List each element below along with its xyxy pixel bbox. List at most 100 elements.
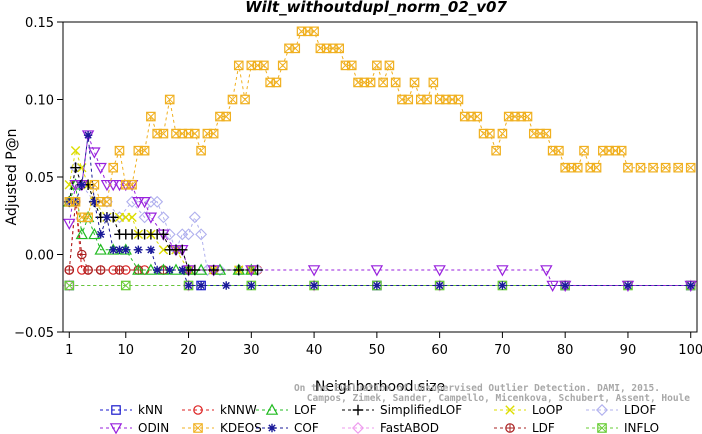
legend-item-inflo: INFLO — [586, 421, 659, 434]
y-tick-label: 0.00 — [25, 249, 54, 264]
legend-item-ldof: LDOF — [586, 403, 656, 417]
data-point-ldof-7 — [138, 211, 151, 224]
data-point-kdeos-12 — [139, 145, 150, 156]
data-point-kdeos-68 — [491, 145, 501, 156]
legend-marker-fastabod — [352, 422, 364, 434]
data-point-odin-22 — [433, 265, 446, 277]
legend-marker-ldf — [505, 423, 515, 433]
data-point-cof-20 — [372, 281, 382, 290]
data-point-kdeos-26 — [227, 94, 238, 105]
legend-item-fastabod: FastABOD — [342, 421, 439, 434]
legend-marker-knn — [111, 405, 121, 415]
legend-item-kdeos: KDEOS — [182, 421, 262, 434]
data-point-cof-11 — [146, 245, 156, 255]
data-point-cof-9 — [121, 245, 130, 255]
data-point-ldof-10 — [157, 211, 170, 224]
data-point-inflo-1 — [120, 280, 131, 291]
legend-item-lof: LOF — [256, 403, 317, 417]
legend-marker-lof — [265, 403, 279, 415]
data-point-kdeos-33 — [271, 77, 282, 88]
data-point-cof-21 — [435, 281, 444, 290]
data-point-cof-25 — [686, 281, 695, 290]
data-point-odin-23 — [496, 265, 509, 277]
legend-label-kdeos: KDEOS — [220, 421, 262, 434]
data-point-kdeos-10 — [127, 179, 137, 190]
data-point-simplifiedlof-15 — [158, 229, 169, 240]
y-tick-label: 0.05 — [25, 171, 54, 186]
y-tick-label: 0.15 — [25, 16, 54, 31]
data-point-simplifiedlof-21 — [208, 264, 219, 276]
series-line-cof — [69, 135, 691, 286]
legend-marker-knnw — [193, 405, 203, 415]
data-point-cof-19 — [309, 281, 319, 290]
y-axis: −0.05 0.00 0.05 0.10 0.15 — [14, 16, 63, 341]
data-point-odin-20 — [307, 265, 321, 277]
data-point-ldof-11 — [163, 228, 176, 241]
data-point-cof-16 — [196, 281, 206, 290]
data-point-fastabod-2 — [308, 279, 321, 292]
data-point-kdeos-55 — [409, 77, 420, 88]
legend-item-knnw: kNNW — [182, 403, 257, 417]
data-point-cof-17 — [222, 281, 231, 290]
data-point-kdeos-90 — [635, 162, 646, 173]
series-kdeos — [64, 26, 696, 223]
legend-marker-inflo — [597, 423, 607, 433]
data-point-kdeos-82 — [579, 145, 589, 156]
data-point-ldof-16 — [195, 228, 208, 241]
data-point-kdeos-81 — [572, 162, 583, 173]
data-point-kdeos-65 — [472, 111, 483, 122]
data-point-kdeos-50 — [378, 77, 388, 88]
legend-label-knn: kNN — [138, 403, 163, 417]
legend-label-loop: LoOP — [532, 403, 563, 417]
data-point-cof-24 — [623, 281, 633, 290]
series-simplifiedlof — [64, 162, 263, 276]
x-tick-label: 1 — [65, 343, 73, 358]
legend-item-cof: COF — [256, 421, 319, 434]
data-point-odin-0 — [63, 218, 76, 230]
legend-label-odin: ODIN — [138, 421, 169, 434]
data-point-ldf-3 — [83, 265, 93, 275]
data-point-kdeos-1 — [70, 197, 81, 207]
legend-label-fastabod: FastABOD — [380, 421, 439, 434]
data-point-kdeos-39 — [309, 26, 319, 37]
legend-label-simplifiedlof: SimplifiedLOF — [380, 403, 462, 417]
data-point-cof-8 — [115, 245, 124, 255]
series-loop — [64, 145, 257, 275]
legend-label-ldof: LDOF — [624, 403, 656, 417]
data-point-kdeos-3 — [83, 212, 93, 223]
data-point-kdeos-43 — [334, 43, 344, 54]
data-point-cof-2 — [77, 180, 87, 189]
data-point-inflo-0 — [64, 280, 75, 291]
data-point-odin-11 — [132, 197, 145, 209]
data-point-lof-8 — [132, 263, 145, 275]
data-point-kdeos-76 — [541, 128, 552, 139]
legend-label-knnw: kNNW — [220, 403, 257, 417]
data-point-ldof-18 — [213, 264, 226, 276]
chart-title: Wilt_withoutdupl_norm_02_v07 — [245, 0, 507, 16]
legend-marker-kdeos — [193, 423, 203, 433]
data-point-odin-12 — [138, 197, 151, 209]
data-point-kdeos-62 — [453, 94, 464, 105]
data-point-kdeos-78 — [554, 145, 564, 156]
data-point-kdeos-73 — [522, 111, 533, 122]
data-point-odin-7 — [107, 179, 120, 192]
x-tick-label: 10 — [117, 343, 134, 358]
data-point-kdeos-25 — [221, 111, 232, 122]
legend-label-inflo: INFLO — [624, 421, 659, 434]
data-point-lof-5 — [94, 243, 107, 255]
data-point-kdeos-52 — [390, 77, 401, 88]
data-point-ldof-17 — [201, 264, 214, 276]
data-point-cof-4 — [90, 197, 99, 206]
data-point-kdeos-67 — [485, 128, 495, 139]
data-point-ldf-2 — [77, 249, 87, 260]
data-point-odin-24 — [540, 265, 553, 277]
data-point-ldf-5 — [114, 265, 125, 275]
data-point-kdeos-23 — [208, 128, 219, 139]
series-ldof — [63, 161, 264, 276]
data-point-kdeos-54 — [403, 94, 414, 105]
data-point-loop-16 — [246, 265, 257, 275]
data-point-kdeos-6 — [102, 197, 112, 207]
data-point-kdeos-51 — [384, 60, 395, 71]
data-point-fastabod-0 — [63, 279, 76, 292]
legend-label-ldf: LDF — [532, 421, 555, 434]
